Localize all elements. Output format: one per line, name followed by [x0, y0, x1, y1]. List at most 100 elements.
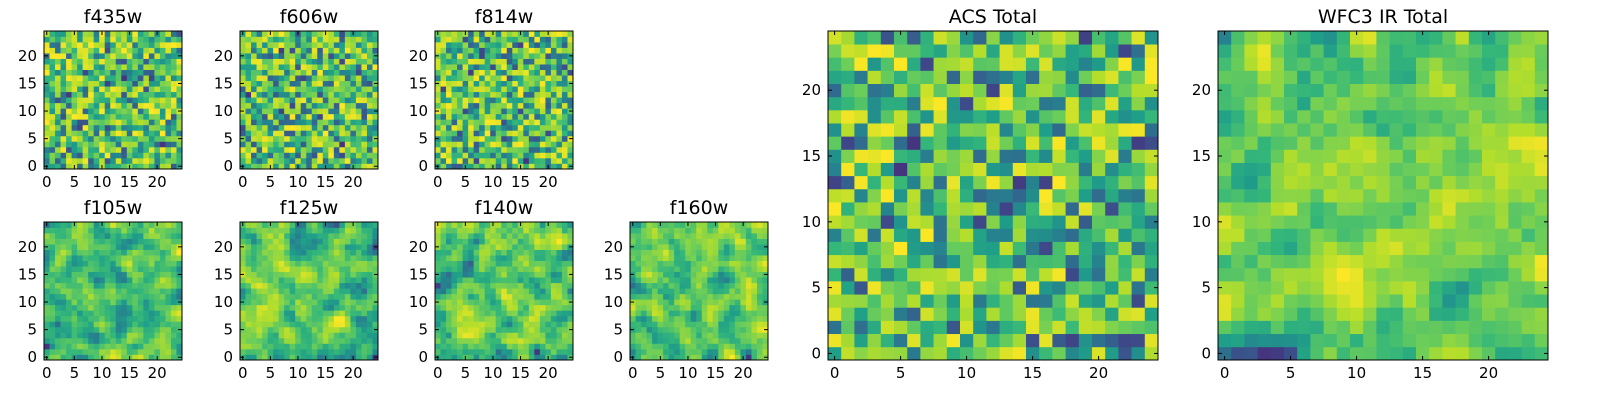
- heatmap-cell: [49, 315, 56, 322]
- heatmap-cell: [501, 249, 508, 256]
- heatmap-cell: [355, 31, 362, 37]
- heatmap-cell: [550, 152, 557, 159]
- heatmap-cell: [457, 135, 463, 142]
- heatmap-cell: [317, 321, 324, 328]
- heatmap-cell: [762, 337, 769, 344]
- heatmap-cell: [696, 233, 703, 239]
- heatmap-cell: [372, 130, 379, 137]
- heatmap-cell: [88, 102, 95, 109]
- heatmap-cell: [446, 343, 452, 350]
- heatmap-cell: [550, 119, 557, 126]
- heatmap-cell: [440, 157, 447, 164]
- heatmap-cell: [646, 233, 653, 239]
- heatmap-cell: [1144, 294, 1159, 308]
- heatmap-cell: [495, 304, 502, 311]
- heatmap-cell: [556, 271, 563, 278]
- heatmap-cell: [880, 228, 895, 242]
- heatmap-cell: [440, 42, 447, 48]
- heatmap-cell: [154, 146, 161, 153]
- heatmap-cell: [77, 152, 83, 159]
- heatmap-cell: [534, 113, 541, 120]
- heatmap-cell: [44, 282, 50, 289]
- heatmap-cell: [262, 332, 268, 339]
- heatmap-cell: [473, 119, 480, 126]
- heatmap-cell: [490, 80, 497, 87]
- heatmap-cell: [690, 238, 697, 245]
- heatmap-cell: [490, 343, 497, 350]
- heatmap-cell: [126, 146, 133, 153]
- heatmap-cell: [126, 124, 133, 131]
- heatmap-cell: [339, 152, 346, 159]
- heatmap-cells: [44, 31, 183, 170]
- heatmap-cell: [284, 97, 291, 104]
- heatmap-cell: [251, 271, 257, 278]
- heatmap-cell: [333, 321, 340, 328]
- heatmap-cell: [534, 260, 541, 267]
- heatmap-cell: [495, 97, 502, 104]
- heatmap-cell: [718, 260, 725, 267]
- heatmap-cell: [289, 97, 296, 104]
- heatmap-cell: [484, 249, 491, 256]
- heatmap-cell: [960, 175, 974, 190]
- heatmap-cell: [550, 86, 557, 93]
- heatmap-cell: [60, 36, 67, 43]
- heatmap-cell: [273, 343, 279, 350]
- heatmap-cell: [143, 141, 150, 148]
- heatmap-cell: [159, 102, 166, 109]
- heatmap-cell: [734, 288, 741, 295]
- heatmap-cell: [462, 135, 469, 142]
- heatmap-cell: [344, 75, 351, 82]
- heatmap-cell: [245, 255, 252, 261]
- heatmap-cell: [306, 266, 313, 273]
- heatmap-cell: [49, 108, 56, 115]
- heatmap-cell: [501, 130, 508, 137]
- panel-title: f125w: [280, 197, 339, 219]
- heatmap-cell: [468, 304, 474, 311]
- heatmap-cell: [646, 282, 653, 289]
- heatmap-cell: [652, 255, 658, 261]
- heatmap-cell: [545, 146, 552, 153]
- heatmap-cell: [71, 130, 78, 137]
- heatmap-cell: [350, 227, 357, 234]
- heatmap-cell: [451, 91, 458, 98]
- heatmap-cell: [121, 102, 128, 109]
- heatmap-cell: [278, 108, 285, 115]
- heatmap-cell: [986, 267, 1000, 282]
- heatmap-cell: [328, 321, 335, 328]
- heatmap-cell: [251, 293, 257, 300]
- heatmap-cell: [176, 36, 183, 43]
- heatmap-cell: [451, 53, 458, 59]
- heatmap-cell: [104, 113, 111, 120]
- heatmap-cell: [512, 91, 519, 98]
- heatmap-cell: [350, 288, 357, 295]
- heatmap-cell: [528, 315, 535, 322]
- heatmap-cell: [99, 119, 106, 126]
- y-tick-label: 0: [223, 157, 233, 175]
- heatmap-cell: [317, 47, 324, 54]
- heatmap-cell: [240, 69, 246, 76]
- heatmap-cell: [245, 238, 252, 245]
- heatmap-cell: [556, 69, 563, 76]
- heatmap-cell: [545, 343, 552, 350]
- heatmap-cell: [300, 75, 307, 82]
- heatmap-cell: [132, 310, 139, 317]
- heatmap-cell: [311, 75, 318, 82]
- heatmap-cell: [657, 315, 664, 322]
- heatmap-cell: [652, 299, 658, 306]
- heatmap-cell: [473, 260, 480, 267]
- heatmap-cell: [99, 80, 106, 87]
- heatmap-cell: [528, 266, 535, 273]
- heatmap-cell: [344, 326, 351, 333]
- heatmap-cell: [880, 215, 895, 229]
- heatmap-cell: [284, 64, 291, 70]
- heatmap-cell: [148, 271, 155, 278]
- heatmap-cell: [1105, 202, 1119, 216]
- heatmap-cell: [143, 42, 150, 48]
- heatmap-cell: [457, 315, 463, 322]
- heatmap-cell: [126, 58, 133, 65]
- heatmap-cell: [295, 315, 302, 322]
- heatmap-cell: [517, 315, 524, 322]
- heatmap-cell: [451, 75, 458, 82]
- heatmap-cell: [306, 337, 313, 344]
- heatmap-cell: [328, 42, 335, 48]
